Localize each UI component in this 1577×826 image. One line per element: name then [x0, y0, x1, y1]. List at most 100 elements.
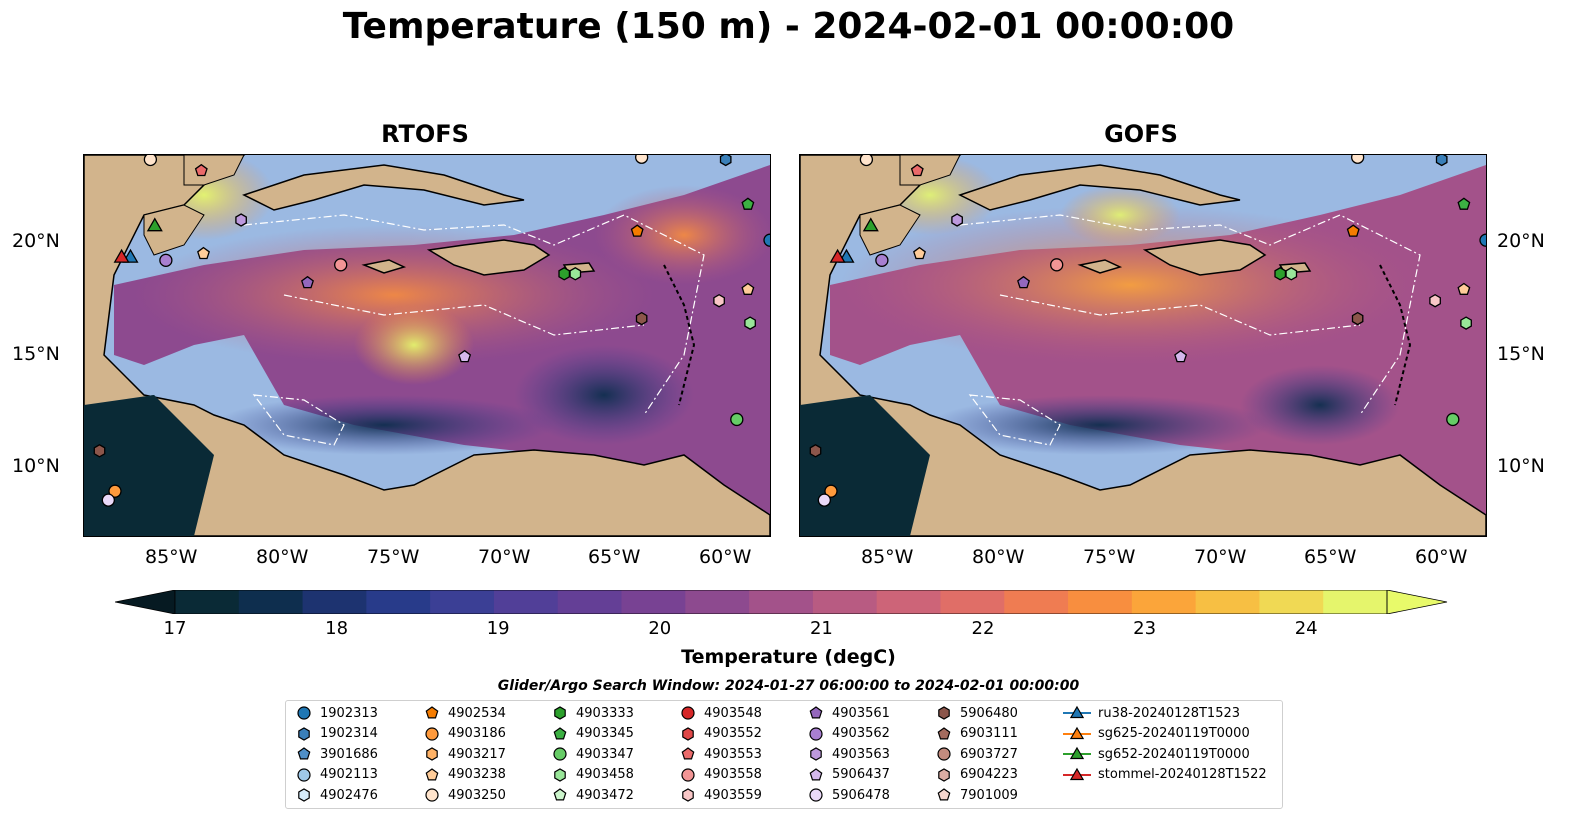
legend-marker-icon	[553, 726, 567, 739]
map-marker-5906478	[101, 493, 115, 507]
map-marker-4903558	[334, 258, 348, 272]
land-hispaniola	[1142, 239, 1267, 276]
legend-marker-icon	[937, 788, 951, 801]
map-marker-4903562	[159, 253, 173, 267]
cool-east	[514, 345, 694, 445]
legend-item: 4903563	[806, 744, 890, 764]
legend-label: 6904223	[960, 767, 1018, 782]
legend-label: sg652-20240119T0000	[1098, 746, 1250, 762]
map-svg-gofs	[800, 155, 1486, 536]
map-marker-4903345	[741, 197, 755, 210]
legend-label: 1902313	[320, 705, 378, 721]
legend-item: stommel-20240128T1522	[1062, 765, 1267, 785]
legend-item: 4903472	[550, 785, 634, 805]
main-title: Temperature (150 m) - 2024-02-01 00:00:0…	[342, 6, 1235, 47]
map-marker-4903347	[730, 412, 744, 427]
markers-gofs	[809, 155, 1486, 507]
map-marker-5906480	[1351, 311, 1364, 326]
legend-marker-icon	[1063, 746, 1091, 760]
lesser-antilles	[1379, 264, 1412, 406]
legend-item: 4903562	[806, 724, 890, 744]
land-cuba	[242, 164, 525, 211]
legend-marker-icon	[297, 706, 311, 720]
legend-marker-icon	[809, 706, 823, 719]
map-marker-4903345	[1457, 197, 1471, 210]
eez-boundary-2	[243, 214, 705, 416]
colorbar-segment	[749, 590, 814, 614]
map-marker-4903347	[1446, 412, 1460, 427]
map-marker-4903238	[1457, 282, 1471, 295]
colorbar-segment	[940, 590, 1005, 614]
land-jamaica	[361, 259, 407, 274]
map-marker-5906478	[817, 493, 831, 507]
legend-marker-icon	[810, 747, 822, 761]
legend-marker-icon	[682, 726, 694, 741]
map-marker-4903186	[108, 484, 122, 498]
legend-item: 4903186	[422, 724, 506, 744]
map-marker-5906437	[1174, 349, 1188, 363]
hot-core	[1060, 185, 1180, 245]
colorbar-tick-label: 21	[809, 618, 833, 639]
map-panel-gofs[interactable]	[799, 154, 1487, 537]
map-marker-4903553	[910, 163, 924, 177]
map-marker-4903186	[824, 484, 838, 498]
eez-boundary-2	[959, 214, 1421, 416]
lon-tick-label: 70°W	[1194, 546, 1247, 568]
lat-tick-label: 10°N	[1497, 455, 1545, 477]
map-marker-4902534	[1346, 224, 1360, 237]
map-marker-stommel-20240128T1522	[113, 248, 130, 263]
legend-item: 6904223	[934, 765, 1018, 785]
legend-item: 3901686	[294, 744, 378, 764]
map-marker-4903563	[235, 213, 247, 227]
legend-marker-icon	[297, 767, 311, 782]
lon-tick-label: 85°W	[145, 546, 198, 568]
map-marker-4903553	[194, 163, 208, 177]
legend-item: 5906480	[934, 703, 1018, 723]
lat-tick-label: 15°N	[1497, 343, 1545, 365]
panel-title-rtofs: RTOFS	[381, 120, 469, 148]
map-panel-rtofs[interactable]	[83, 154, 771, 537]
legend-item: 4903458	[550, 765, 634, 785]
legend-item: 4903250	[422, 785, 506, 805]
warm-band	[840, 205, 1420, 365]
map-svg-rtofs	[84, 155, 770, 536]
legend-item: 5906437	[806, 765, 890, 785]
map-marker-sg652-20240119T0000	[146, 217, 163, 232]
map-marker-4903238	[197, 246, 210, 260]
map-marker-4903559	[713, 293, 725, 308]
legend-marker-icon	[298, 788, 310, 802]
legend-label: 5906480	[960, 705, 1018, 721]
colorbar-segment	[1131, 590, 1197, 614]
markers-rtofs	[93, 155, 770, 507]
land-cuba	[958, 164, 1241, 211]
legend-label: 4903561	[832, 705, 890, 721]
legend-item: 4903553	[678, 744, 762, 764]
legend-marker-icon	[809, 726, 823, 741]
legend-item: 4903552	[678, 724, 762, 744]
legend-label: 4902113	[320, 767, 378, 782]
legend-marker-icon	[681, 767, 695, 782]
colorbar-segment	[685, 590, 750, 614]
lat-tick-label: 10°N	[12, 455, 60, 477]
legend-label: 4903563	[832, 746, 890, 762]
legend-marker-icon	[426, 747, 438, 761]
map-marker-1902313	[1479, 233, 1486, 247]
map-marker-5906437	[458, 349, 472, 363]
map-marker-4903238	[913, 246, 926, 260]
colorbar-segment	[621, 590, 686, 614]
map-marker-4903238	[741, 282, 755, 295]
legend-marker-icon	[938, 706, 950, 720]
legend-label: 4903472	[576, 787, 634, 803]
search-window-caption: Glider/Argo Search Window: 2024-01-27 06…	[497, 678, 1080, 694]
map-marker-1902314	[1435, 155, 1448, 167]
legend-label: 7901009	[960, 787, 1018, 803]
colorbar-segment	[302, 590, 367, 614]
map-marker-4903561	[301, 275, 314, 289]
legend-label: 4903238	[448, 767, 506, 782]
legend-label: 4903562	[832, 726, 890, 741]
legend-marker-icon	[425, 726, 439, 741]
lon-tick-label: 75°W	[1083, 546, 1136, 568]
colorbar-tick-label: 20	[648, 618, 672, 639]
legend-marker-icon	[298, 726, 310, 741]
lon-tick-label: 75°W	[367, 546, 420, 568]
